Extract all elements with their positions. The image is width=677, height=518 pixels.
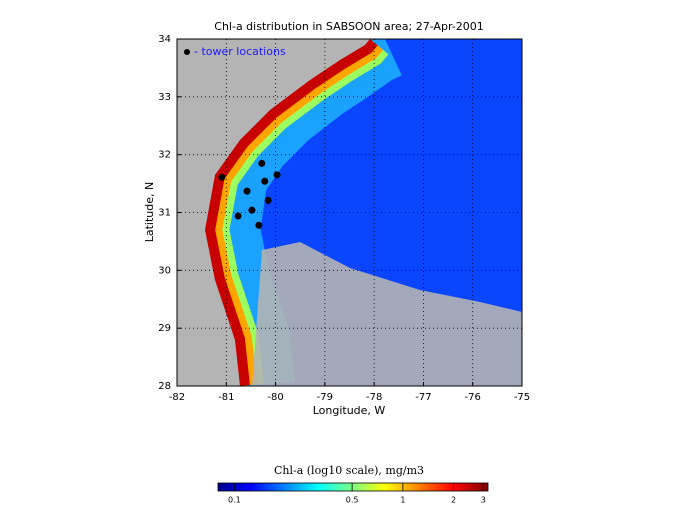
y-tick-label: 29 bbox=[158, 323, 171, 334]
colorbar bbox=[217, 482, 489, 492]
colorbar-tick-label: 0.1 bbox=[228, 496, 241, 505]
tower-location bbox=[273, 171, 281, 179]
tower-location bbox=[218, 173, 226, 181]
y-axis-label: Latitude, N bbox=[143, 182, 156, 243]
x-tick-label: -75 bbox=[514, 392, 530, 403]
x-tick-label: -81 bbox=[218, 392, 234, 403]
y-tick-label: 30 bbox=[158, 265, 171, 276]
tower-location bbox=[258, 159, 266, 167]
legend-label: - tower locations bbox=[194, 45, 286, 58]
cloud-cover bbox=[252, 242, 522, 386]
land bbox=[177, 39, 370, 386]
colorbar-title: Chl-a (log10 scale), mg/m3 bbox=[274, 464, 424, 477]
tower-location bbox=[264, 196, 272, 204]
map-title: Chl-a distribution in SABSOON area; 27-A… bbox=[214, 20, 483, 33]
y-tick-label: 28 bbox=[158, 381, 171, 392]
x-tick-label: -79 bbox=[317, 392, 333, 403]
colorbar-tick-label: 3 bbox=[481, 496, 486, 505]
tower-location bbox=[255, 221, 263, 229]
tower-location bbox=[248, 206, 256, 214]
y-tick-label: 33 bbox=[158, 92, 171, 103]
tower-location bbox=[234, 212, 242, 220]
x-tick-label: -82 bbox=[169, 392, 185, 403]
x-axis-label: Longitude, W bbox=[313, 404, 386, 417]
x-tick-label: -77 bbox=[415, 392, 431, 403]
x-tick-label: -78 bbox=[366, 392, 382, 403]
x-tick-label: -80 bbox=[267, 392, 283, 403]
colorbar-tick-label: 0.5 bbox=[346, 496, 359, 505]
colorbar-tick-label: 2 bbox=[451, 496, 456, 505]
x-tick-label: -76 bbox=[465, 392, 481, 403]
y-tick-label: 34 bbox=[158, 34, 171, 45]
tower-location bbox=[261, 177, 269, 185]
tower-location bbox=[243, 187, 251, 195]
colorbar-tick-label: 1 bbox=[400, 496, 405, 505]
y-tick-label: 32 bbox=[158, 150, 171, 161]
legend-marker bbox=[184, 49, 190, 55]
y-tick-label: 31 bbox=[158, 208, 171, 219]
